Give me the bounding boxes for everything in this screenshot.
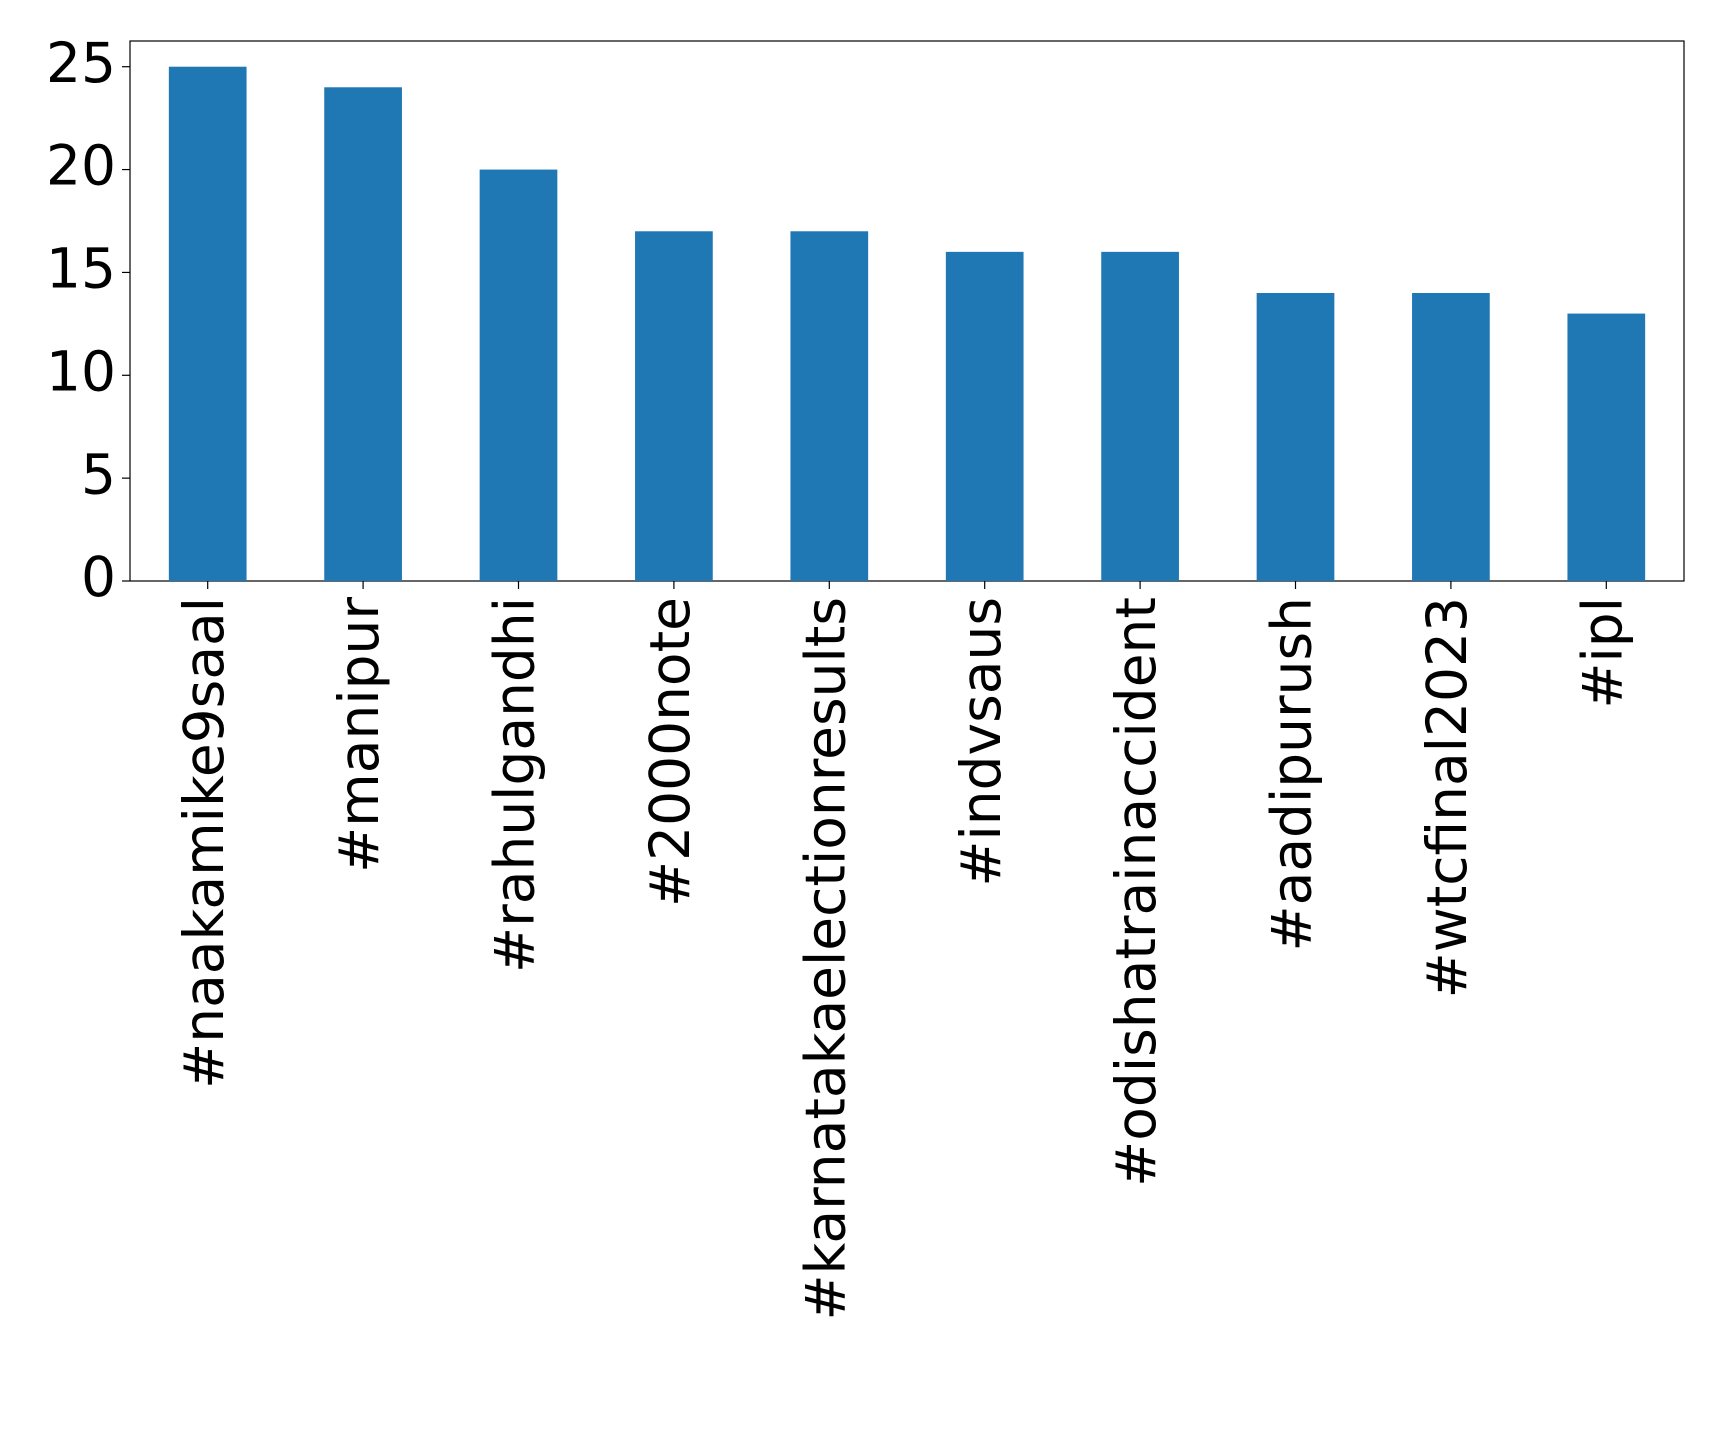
- bar: [168, 66, 247, 581]
- bar: [324, 87, 402, 582]
- x-tick-label: #aadipurush: [1260, 597, 1324, 951]
- x-tick-label: #naakamike9saal: [172, 597, 236, 1089]
- y-tick-label: 0: [81, 545, 116, 609]
- y-tick-label: 5: [81, 442, 116, 506]
- x-tick-label: #ipl: [1570, 597, 1634, 709]
- x-tick-label: #karnatakaelectionresults: [793, 597, 857, 1321]
- bar: [945, 251, 1024, 581]
- x-tick-label: #odishatrainaccident: [1104, 597, 1168, 1187]
- y-tick-label: 10: [46, 339, 116, 403]
- x-tick-label: #wtcfinal2023: [1415, 597, 1479, 998]
- bar: [1256, 293, 1335, 581]
- x-tick-label: #2000note: [638, 597, 702, 907]
- bar: [1412, 293, 1490, 581]
- y-tick-label: 20: [46, 134, 116, 198]
- plot-frame: [129, 40, 1685, 582]
- x-tick-label: #indvsaus: [949, 597, 1013, 887]
- bar: [479, 169, 558, 582]
- bar: [1567, 313, 1646, 581]
- bar: [635, 231, 713, 582]
- y-tick-label: 15: [46, 237, 116, 301]
- x-tick-label: #rahulgandhi: [483, 597, 547, 973]
- x-tick-label: #manipur: [327, 597, 391, 873]
- bar: [790, 231, 869, 582]
- y-tick-label: 25: [46, 31, 116, 95]
- bar: [1101, 251, 1179, 581]
